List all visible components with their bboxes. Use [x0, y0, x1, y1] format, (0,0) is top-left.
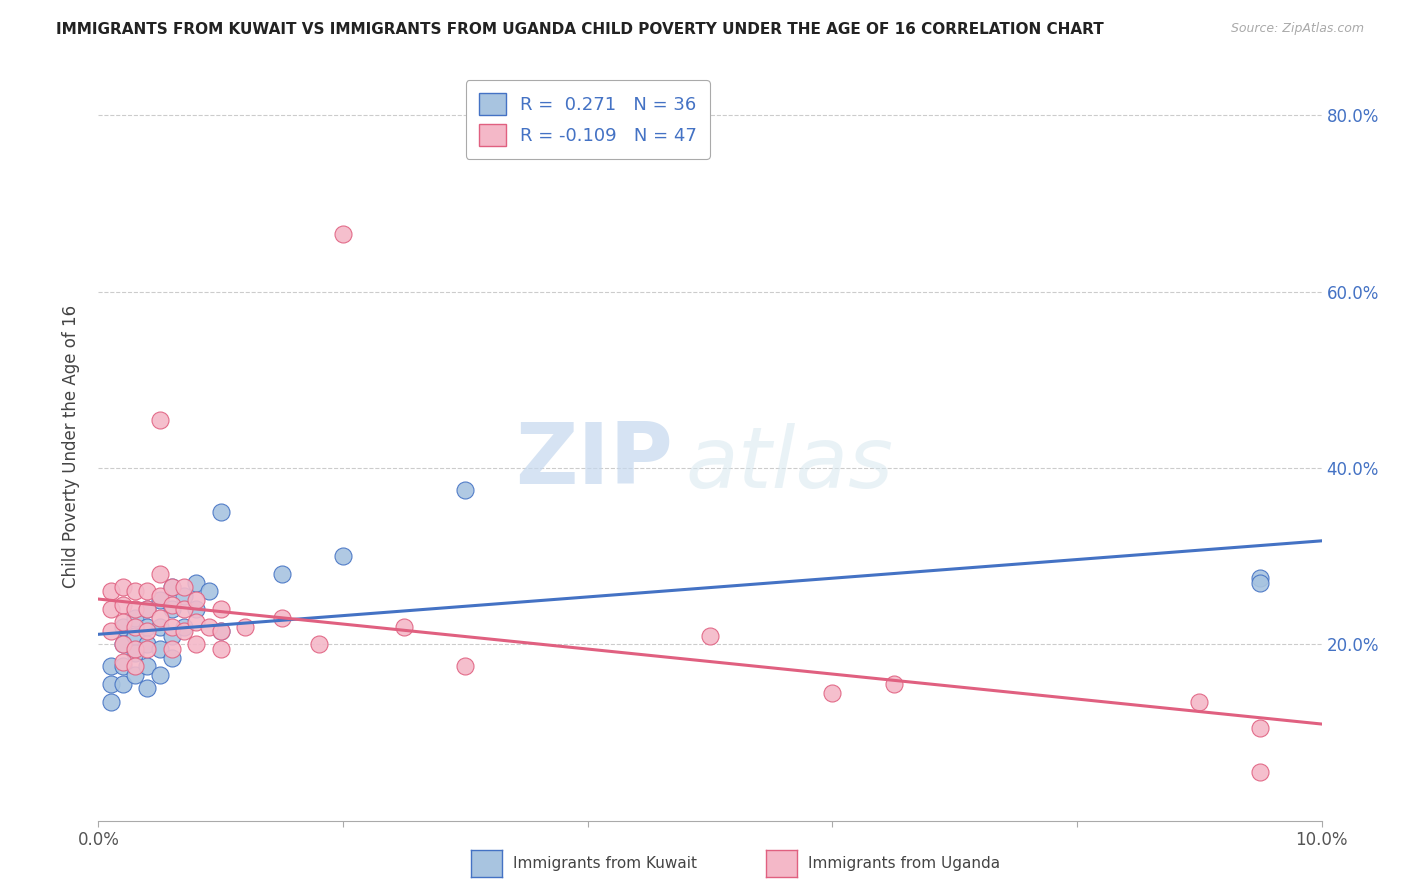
Point: [100, 584, 122, 599]
Point: [111, 620, 134, 634]
Text: Immigrants from Uganda: Immigrants from Uganda: [808, 856, 1001, 871]
Point: [149, 566, 172, 581]
Point: [136, 584, 159, 599]
Legend: R =  0.271   N = 36, R = -0.109   N = 47: R = 0.271 N = 36, R = -0.109 N = 47: [465, 80, 710, 159]
Point: [136, 624, 159, 639]
Point: [136, 620, 159, 634]
Point: [124, 602, 146, 616]
Point: [197, 620, 219, 634]
Point: [1188, 695, 1211, 709]
Point: [699, 628, 721, 642]
Point: [270, 611, 292, 625]
Point: [186, 593, 208, 607]
Point: [100, 695, 122, 709]
Point: [1249, 765, 1271, 780]
Point: [149, 412, 172, 426]
Point: [124, 646, 146, 660]
Point: [160, 598, 183, 612]
Point: [160, 580, 183, 594]
Point: [111, 637, 134, 651]
Point: [124, 611, 146, 625]
Point: [209, 602, 232, 616]
Point: [160, 620, 183, 634]
Point: [160, 641, 183, 656]
Text: Immigrants from Kuwait: Immigrants from Kuwait: [513, 856, 697, 871]
Point: [111, 637, 134, 651]
Text: IMMIGRANTS FROM KUWAIT VS IMMIGRANTS FROM UGANDA CHILD POVERTY UNDER THE AGE OF : IMMIGRANTS FROM KUWAIT VS IMMIGRANTS FRO…: [56, 22, 1104, 37]
Point: [149, 620, 172, 634]
Point: [173, 620, 195, 634]
Point: [136, 602, 159, 616]
Point: [454, 659, 477, 673]
Point: [186, 602, 208, 616]
Point: [1249, 571, 1271, 585]
Point: [160, 580, 183, 594]
Point: [160, 628, 183, 642]
Point: [124, 620, 146, 634]
Point: [149, 641, 172, 656]
Point: [1249, 721, 1271, 735]
Point: [308, 637, 330, 651]
Point: [173, 580, 195, 594]
Point: [233, 620, 256, 634]
Point: [173, 602, 195, 616]
Point: [149, 593, 172, 607]
Point: [124, 628, 146, 642]
Point: [197, 584, 219, 599]
Point: [111, 598, 134, 612]
Point: [136, 602, 159, 616]
Point: [136, 659, 159, 673]
Point: [111, 580, 134, 594]
Point: [149, 668, 172, 682]
Point: [100, 602, 122, 616]
Point: [136, 637, 159, 651]
Point: [100, 659, 122, 673]
Point: [111, 677, 134, 691]
Point: [883, 677, 905, 691]
Point: [209, 641, 232, 656]
Point: [160, 602, 183, 616]
Point: [111, 659, 134, 673]
Point: [392, 620, 416, 634]
Point: [111, 615, 134, 630]
Point: [173, 589, 195, 603]
Point: [136, 681, 159, 696]
Point: [173, 624, 195, 639]
Point: [209, 624, 232, 639]
Text: atlas: atlas: [686, 423, 894, 507]
Point: [124, 659, 146, 673]
Point: [209, 624, 232, 639]
Text: Source: ZipAtlas.com: Source: ZipAtlas.com: [1230, 22, 1364, 36]
Point: [332, 549, 354, 564]
Point: [149, 589, 172, 603]
Point: [100, 677, 122, 691]
Point: [149, 611, 172, 625]
Point: [160, 650, 183, 665]
Point: [821, 686, 844, 700]
Point: [124, 668, 146, 682]
Point: [186, 575, 208, 590]
Point: [454, 483, 477, 497]
Point: [111, 655, 134, 669]
Point: [209, 505, 232, 519]
Point: [136, 641, 159, 656]
Point: [100, 624, 122, 639]
Y-axis label: Child Poverty Under the Age of 16: Child Poverty Under the Age of 16: [62, 304, 80, 588]
Point: [270, 566, 292, 581]
Text: ZIP: ZIP: [516, 419, 673, 502]
Point: [186, 637, 208, 651]
Point: [332, 227, 354, 242]
Point: [186, 615, 208, 630]
Point: [124, 584, 146, 599]
Point: [1249, 575, 1271, 590]
Point: [124, 641, 146, 656]
